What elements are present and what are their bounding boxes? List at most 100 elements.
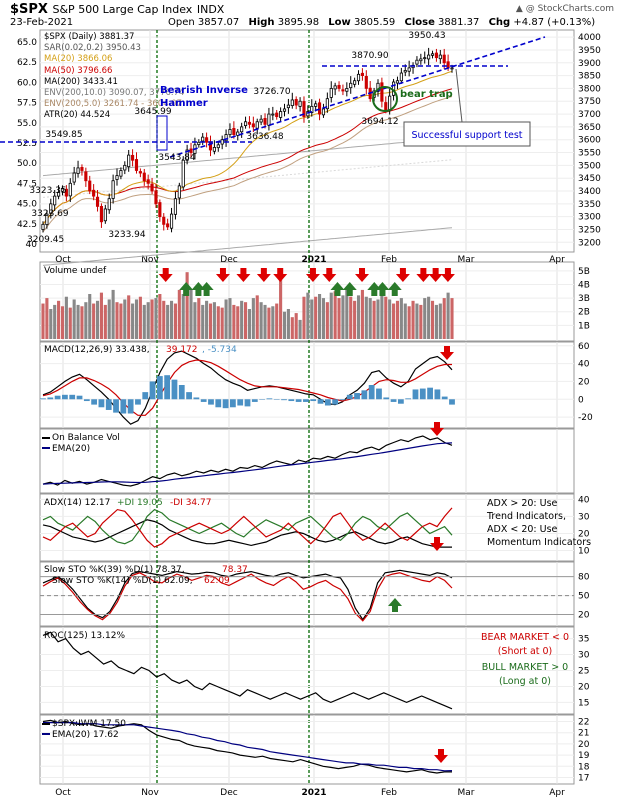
- price-tick-label: 3800: [578, 84, 601, 94]
- price-left-tick-label: 62.5: [17, 58, 37, 68]
- price-label: 3323.69: [31, 209, 68, 219]
- volume-bar: [279, 277, 283, 339]
- candle-body: [442, 54, 446, 64]
- macd-histogram-bar: [405, 398, 412, 400]
- candle-body: [395, 80, 400, 84]
- buy-arrow-icon: [387, 282, 402, 296]
- sto-series-line: [42, 569, 453, 621]
- volume-bar: [392, 303, 396, 339]
- volume-bar: [150, 299, 154, 339]
- volume-bar: [434, 304, 438, 339]
- volume-bar: [173, 303, 177, 339]
- macd-histogram-bar: [222, 399, 229, 409]
- sell-arrow-icon: [434, 749, 448, 763]
- volume-bar: [427, 296, 431, 339]
- macd-title: MACD(12,26,9) 33.438,: [44, 345, 150, 355]
- sto-title-1-d: 78.37: [222, 565, 248, 575]
- candle-body: [423, 57, 427, 60]
- macd-tick-label: 40: [578, 360, 590, 370]
- candle-body: [356, 73, 361, 82]
- rising-trendline: [169, 36, 546, 158]
- candle-body: [95, 196, 100, 207]
- close-label: Close: [404, 17, 435, 28]
- candle-body: [92, 189, 96, 197]
- x-tick-label-bottom: Dec: [220, 788, 237, 798]
- credit-text: @ StockCharts.com: [525, 4, 614, 14]
- candle-body: [154, 190, 158, 205]
- macd-histogram-bar: [208, 399, 214, 405]
- volume-bar: [450, 298, 454, 339]
- macd-histogram-bar: [390, 399, 397, 402]
- candle-body: [434, 52, 438, 59]
- volume-bar: [162, 300, 166, 339]
- volume-bar: [76, 304, 80, 339]
- volume-bar: [430, 300, 435, 339]
- chg-label: Chg: [488, 17, 511, 28]
- volume-bar: [247, 309, 252, 339]
- low-label: Low: [328, 17, 351, 28]
- ratio-series-line: [42, 719, 452, 774]
- macd-histogram-bar: [200, 399, 207, 402]
- ratio-tick-label: 17: [578, 774, 589, 784]
- volume-bar: [57, 300, 61, 339]
- volume-bar: [310, 299, 314, 339]
- index-name: S&P 500 Large Cap Index: [52, 3, 193, 16]
- candle-body: [127, 154, 131, 168]
- stockcharts-credit[interactable]: ▲ @ StockCharts.com: [516, 4, 614, 14]
- volume-bar: [119, 303, 123, 339]
- volume-bar: [298, 319, 302, 339]
- candle-body: [177, 185, 181, 199]
- roc-title: ROC(125) 13.12%: [44, 631, 125, 641]
- hammer-box: [156, 115, 168, 151]
- annotation-support-test: Successful support test: [411, 130, 522, 141]
- macd-histogram-bar: [346, 394, 353, 400]
- volume-title: Volume undef: [44, 266, 107, 276]
- volume-bar: [263, 304, 267, 339]
- candle-body: [282, 108, 287, 112]
- candle-body: [438, 54, 442, 60]
- macd-histogram-bar: [164, 375, 171, 400]
- volume-bar: [271, 306, 275, 339]
- volume-bar: [384, 296, 388, 339]
- price-label: 3726.70: [253, 87, 290, 97]
- candle-body: [407, 67, 411, 72]
- volume-bar: [60, 306, 65, 339]
- volume-bar: [232, 304, 236, 339]
- panel-frame-macd: [39, 341, 575, 429]
- ohlc-stats: Open 3857.07 High 3895.98 Low 3805.59 Cl…: [168, 17, 595, 28]
- candle-body: [353, 80, 357, 85]
- open-label: Open: [168, 17, 195, 28]
- price-label: 3323.35: [29, 186, 66, 196]
- volume-tick-label: 2B: [578, 308, 590, 318]
- buy-arrow-icon: [375, 282, 390, 296]
- macd-histogram-bar: [215, 399, 222, 408]
- price-tick-label: 4000: [578, 33, 601, 43]
- volume-bar: [49, 309, 53, 339]
- candle-body: [290, 99, 294, 107]
- candle-body: [84, 171, 88, 182]
- price-label: 3549.85: [45, 130, 82, 140]
- sell-arrow-icon: [256, 268, 271, 282]
- sell-arrow-icon: [355, 268, 370, 282]
- volume-bar: [127, 295, 131, 339]
- sto-series-line: [42, 572, 453, 622]
- price-label: 3645.99: [134, 107, 171, 117]
- macd-histogram-bar: [76, 395, 83, 400]
- macd-tick-label: 0: [578, 395, 584, 405]
- volume-bar: [95, 300, 100, 339]
- candle-body: [380, 82, 384, 102]
- candle-body: [72, 172, 76, 183]
- close-value: 3881.37: [438, 17, 480, 28]
- roc-note-bear: BEAR MARKET < 0: [481, 632, 569, 643]
- volume-bar: [228, 298, 232, 339]
- price-tick-label: 3950: [578, 46, 601, 56]
- sto-title-2: Slow STO %K(14) %D(1) 62.09,: [52, 576, 193, 586]
- candle-body: [251, 123, 255, 128]
- volume-bar: [290, 317, 294, 339]
- candle-body: [337, 84, 341, 89]
- volume-bar: [442, 298, 446, 339]
- price-left-tick-label: 65.0: [17, 38, 37, 48]
- macd-histogram-bar: [142, 392, 149, 400]
- macd-histogram-bar: [295, 399, 302, 402]
